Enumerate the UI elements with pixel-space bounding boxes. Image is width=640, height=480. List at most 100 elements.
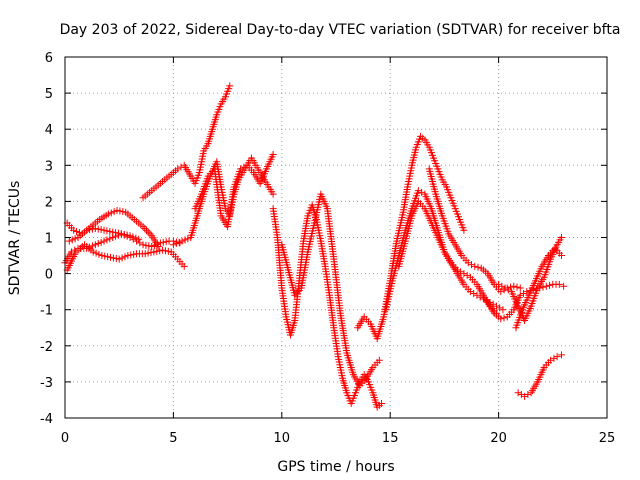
data-point [516, 291, 524, 299]
data-point-fill [94, 240, 102, 248]
data-point-fill [120, 230, 128, 238]
data-point-fill [103, 236, 111, 244]
data-point [148, 243, 156, 251]
y-tick-label: 5 [45, 87, 53, 102]
data-point [269, 190, 277, 198]
x-axis-label: GPS time / hours [277, 459, 394, 475]
data-point-fill [88, 242, 96, 250]
data-point-fill [159, 238, 167, 246]
data-point [65, 237, 73, 245]
data-point [237, 165, 245, 173]
data-point-fill [550, 354, 558, 362]
data-point [542, 282, 550, 290]
y-tick-label: 4 [45, 123, 53, 138]
data-point [547, 356, 555, 364]
data-point-fill [71, 235, 79, 243]
data-point-fill [161, 247, 169, 255]
data-point-fill [144, 228, 152, 236]
y-tick-label: 0 [45, 268, 53, 283]
data-point [180, 262, 188, 270]
data-point [553, 353, 561, 361]
y-tick-label: 6 [45, 51, 53, 66]
data-point-fill [95, 250, 103, 258]
data-point-fill [142, 241, 150, 249]
data-point-fill [147, 249, 155, 257]
data-point [100, 237, 108, 245]
data-point [557, 252, 565, 260]
data-point-fill [94, 225, 102, 233]
data-point [521, 392, 529, 400]
data-point-fill [127, 251, 135, 259]
data-point [523, 288, 531, 296]
data-point [560, 282, 568, 290]
data-point-fill [73, 227, 81, 235]
data-point-fill [68, 236, 76, 244]
data-point [471, 262, 479, 270]
data-point [135, 235, 143, 243]
data-point [464, 259, 472, 267]
data-point [516, 284, 524, 292]
data-point-fill [240, 163, 248, 171]
y-tick-label: 2 [45, 195, 53, 210]
data-point [492, 302, 500, 310]
x-tick-label: 0 [61, 431, 69, 446]
data-point-fill [539, 283, 547, 291]
data-point-fill [463, 271, 471, 279]
data-point-fill [144, 249, 152, 257]
data-point [109, 228, 117, 236]
data-point-fill [106, 227, 114, 235]
data-point [499, 306, 507, 314]
data-point [557, 351, 565, 359]
data-point [174, 165, 182, 173]
data-point-fill [118, 254, 126, 262]
data-point-fill [520, 289, 528, 297]
data-point [115, 255, 123, 263]
chart-title: Day 203 of 2022, Sidereal Day-to-day VTE… [60, 22, 621, 38]
data-point [529, 286, 537, 294]
data-point-fill [546, 281, 554, 289]
data-point [89, 248, 97, 256]
data-point [378, 400, 386, 408]
y-tick-label: -4 [40, 412, 53, 427]
series-3 [63, 241, 188, 274]
data-point-fill [107, 209, 115, 217]
data-point [460, 226, 468, 234]
series-16 [484, 280, 568, 323]
data-point-fill [109, 254, 117, 262]
data-point-fill [86, 243, 94, 251]
data-point-fill [517, 391, 525, 399]
series-8 [269, 201, 386, 411]
data-point [536, 284, 544, 292]
y-tick-label: -3 [40, 376, 53, 391]
data-point-fill [92, 249, 100, 257]
series-7 [191, 150, 277, 231]
data-point [497, 288, 505, 296]
data-point-fill [112, 229, 120, 237]
data-point-fill [418, 188, 426, 196]
series-13 [425, 165, 524, 296]
data-point [70, 226, 78, 234]
data-point [141, 250, 149, 258]
data-point-fill [533, 285, 541, 293]
data-point-fill [524, 391, 532, 399]
y-tick-label: -2 [40, 340, 53, 355]
data-point-fill [146, 230, 154, 238]
data-point [226, 82, 234, 90]
data-point-fill [172, 240, 180, 248]
y-tick-label: 3 [45, 159, 53, 174]
data-point [139, 223, 147, 231]
data-point-fill [496, 304, 504, 312]
data-point [557, 234, 565, 241]
data-point-fill [129, 233, 137, 241]
series-5 [139, 82, 234, 202]
data-point-fill [162, 238, 170, 246]
data-point [124, 252, 132, 260]
data-point-fill [101, 252, 109, 260]
data-point-fill [119, 208, 127, 216]
series-2 [63, 206, 162, 251]
x-tick-label: 25 [599, 431, 616, 446]
data-point [126, 232, 134, 240]
data-point [414, 187, 422, 195]
data-point-fill [114, 229, 122, 237]
data-point-fill [175, 238, 183, 246]
